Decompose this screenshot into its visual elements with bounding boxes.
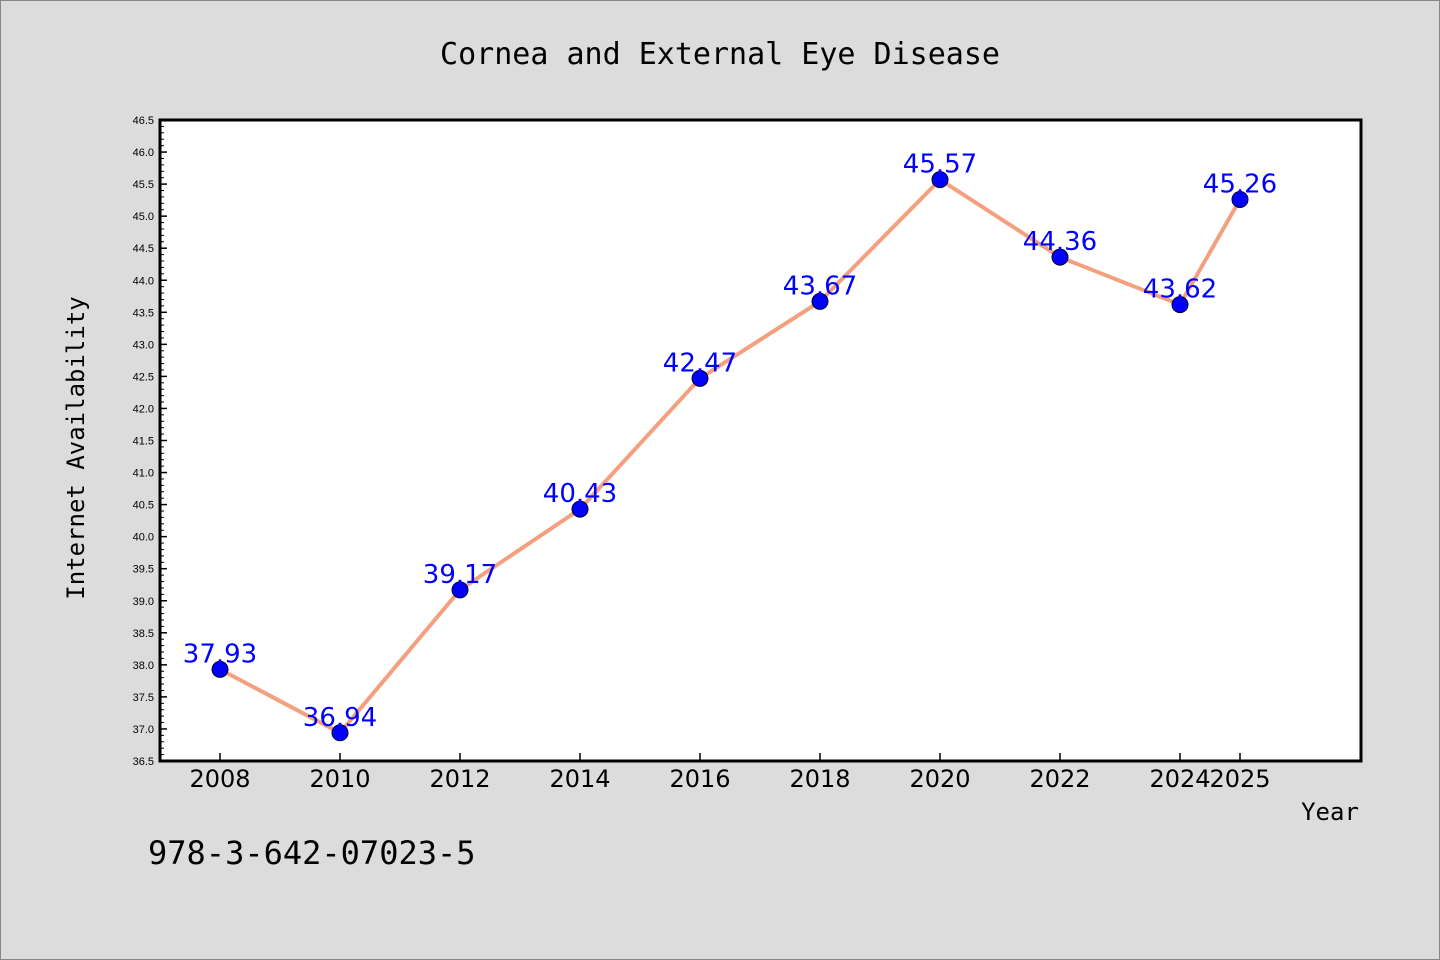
y-tick-label: 42.5 — [133, 371, 154, 383]
data-label: 44.36 — [1023, 227, 1097, 257]
data-label: 42.47 — [663, 348, 737, 378]
data-label: 36.94 — [303, 703, 377, 733]
y-tick-label: 44.0 — [133, 275, 154, 287]
footer-code: 978-3-642-07023-5 — [148, 834, 476, 872]
data-point — [691, 369, 709, 387]
x-tick-label: 2016 — [669, 765, 730, 793]
y-axis: 36.5 37.0 37.5 38.0 38.5 39.0 39.5 40.0 40.5 41.0… — [133, 115, 167, 768]
x-tick-label: 2020 — [909, 765, 970, 793]
data-point — [1171, 296, 1189, 314]
series-line — [218, 177, 1242, 735]
y-tick-label: 42.0 — [133, 403, 154, 415]
data-label: 43.67 — [783, 271, 857, 301]
y-tick-label: 37.0 — [133, 724, 154, 736]
data-point — [811, 292, 829, 310]
x-tick-label: 2024 — [1149, 765, 1210, 793]
y-tick-label: 41.5 — [133, 436, 154, 448]
y-tick-label: 40.5 — [133, 500, 154, 512]
x-tick-label: 2022 — [1029, 765, 1090, 793]
x-tick-label: 2014 — [549, 765, 610, 793]
y-tick-label: 38.0 — [133, 660, 154, 672]
data-point — [931, 171, 949, 189]
y-tick-label: 39.5 — [133, 564, 154, 576]
data-label: 45.26 — [1203, 169, 1277, 199]
y-axis-label: Internet Availability — [62, 296, 90, 599]
plot-area — [158, 118, 1363, 763]
y-tick-label: 44.5 — [133, 243, 154, 255]
y-tick-label: 43.0 — [133, 339, 154, 351]
x-axis-label: Year — [1301, 798, 1359, 826]
data-label: 40.43 — [543, 479, 617, 509]
y-tick-label: 46.0 — [133, 147, 154, 159]
data-label-layer: 37.93 36.94 39.17 40.43 42.47 43.67 45.57 44.36… — [183, 150, 1277, 733]
y-tick-label: 45.0 — [133, 211, 154, 223]
y-tick-label: 46.5 — [133, 115, 154, 127]
y-tick-label: 41.0 — [133, 468, 154, 480]
y-tick-label: 45.5 — [133, 179, 154, 191]
data-label: 39.17 — [423, 560, 497, 590]
data-point — [1051, 248, 1069, 266]
data-point — [571, 500, 589, 518]
chart-title: Cornea and External Eye Disease — [440, 37, 1000, 72]
series-layer — [211, 171, 1249, 742]
y-tick-label: 37.5 — [133, 692, 154, 704]
y-tick-label: 43.5 — [133, 307, 154, 319]
x-tick-label: 2025 — [1209, 765, 1270, 793]
data-point — [1231, 190, 1249, 208]
x-tick-label: 2010 — [309, 765, 370, 793]
x-tick-label: 2012 — [429, 765, 490, 793]
y-tick-label: 36.5 — [133, 756, 154, 768]
data-label: 43.62 — [1143, 275, 1217, 305]
x-tick-label: 2008 — [189, 765, 250, 793]
data-point — [331, 724, 349, 742]
data-point — [211, 660, 229, 678]
data-point — [451, 581, 469, 599]
y-tick-label: 40.0 — [133, 532, 154, 544]
x-tick-label: 2018 — [789, 765, 850, 793]
data-label: 45.57 — [903, 150, 977, 180]
y-tick-label: 39.0 — [133, 596, 154, 608]
y-tick-label: 38.5 — [133, 628, 154, 640]
data-label: 37.93 — [183, 639, 257, 669]
